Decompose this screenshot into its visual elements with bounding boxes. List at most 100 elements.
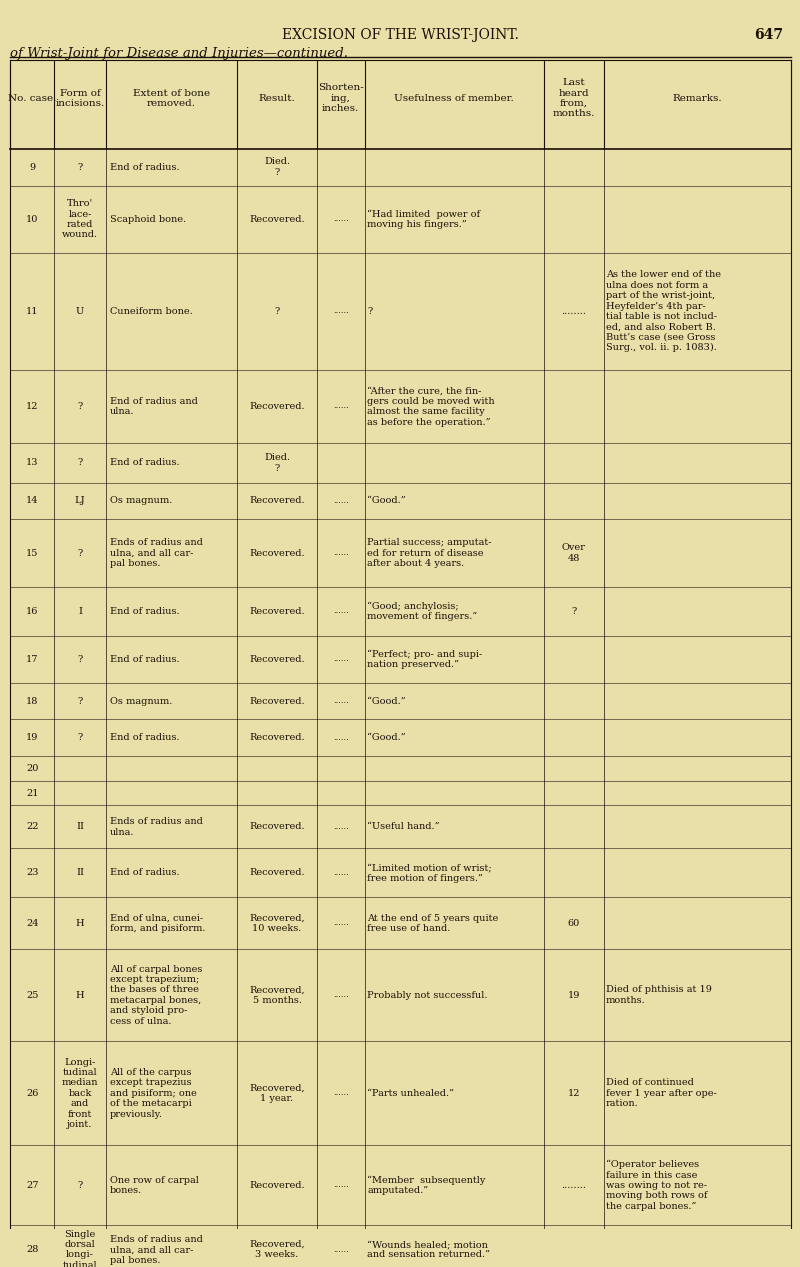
Text: ?: ? (78, 402, 82, 411)
Text: I: I (78, 607, 82, 616)
Text: ?: ? (78, 655, 82, 664)
Text: EXCISION OF THE WRIST-JOINT.: EXCISION OF THE WRIST-JOINT. (282, 28, 519, 42)
Text: ?: ? (78, 162, 82, 171)
Text: “Good.”: “Good.” (367, 497, 406, 506)
Text: ......: ...... (333, 1181, 349, 1190)
Text: ......: ...... (333, 1090, 349, 1097)
Text: “Good.”: “Good.” (367, 734, 406, 742)
Text: ......: ...... (333, 215, 349, 223)
Text: ?: ? (78, 549, 82, 557)
Text: “Perfect; pro- and supi-
nation preserved.”: “Perfect; pro- and supi- nation preserve… (367, 650, 482, 669)
Text: Last
heard
from,
months.: Last heard from, months. (553, 79, 595, 118)
Text: H: H (76, 919, 84, 927)
Text: Result.: Result. (258, 94, 295, 103)
Text: Ends of radius and
ulna.: Ends of radius and ulna. (110, 817, 202, 836)
Text: Recovered,
10 weeks.: Recovered, 10 weeks. (250, 914, 305, 933)
Text: ......: ...... (333, 607, 349, 616)
Text: Recovered,
1 year.: Recovered, 1 year. (250, 1083, 305, 1104)
Text: Extent of bone
removed.: Extent of bone removed. (133, 89, 210, 108)
Text: ........: ........ (561, 307, 586, 315)
Text: Cuneiform bone.: Cuneiform bone. (110, 307, 193, 315)
Text: ......: ...... (333, 308, 349, 315)
Text: 24: 24 (26, 919, 38, 927)
Text: “Wounds healed; motion
and sensation returned.”: “Wounds healed; motion and sensation ret… (367, 1240, 490, 1259)
Text: Ends of radius and
ulna, and all car-
pal bones.: Ends of radius and ulna, and all car- pa… (110, 538, 202, 568)
Text: All of the carpus
except trapezius
and pisiform; one
of the metacarpi
previously: All of the carpus except trapezius and p… (110, 1068, 197, 1119)
Text: Scaphoid bone.: Scaphoid bone. (110, 215, 186, 224)
Text: Partial success; amputat-
ed for return of disease
after about 4 years.: Partial success; amputat- ed for return … (367, 538, 491, 568)
Text: LJ: LJ (74, 497, 86, 506)
Text: ......: ...... (333, 869, 349, 877)
Text: “After the cure, the fin-
gers could be moved with
almost the same facility
as b: “After the cure, the fin- gers could be … (367, 386, 494, 427)
Text: ......: ...... (333, 1245, 349, 1254)
Text: 647: 647 (754, 28, 782, 42)
Text: ?: ? (78, 1181, 82, 1190)
Text: End of radius.: End of radius. (110, 607, 179, 616)
Text: Probably not successful.: Probably not successful. (367, 991, 487, 1000)
Text: One row of carpal
bones.: One row of carpal bones. (110, 1176, 198, 1195)
Text: 23: 23 (26, 868, 38, 878)
Text: Recovered.: Recovered. (250, 549, 305, 557)
Text: Recovered,
3 weeks.: Recovered, 3 weeks. (250, 1240, 305, 1259)
Text: Died of phthisis at 19
months.: Died of phthisis at 19 months. (606, 986, 712, 1005)
Text: Usefulness of member.: Usefulness of member. (394, 94, 514, 103)
Text: No. case.: No. case. (8, 94, 56, 103)
Text: ......: ...... (333, 655, 349, 664)
Text: ......: ...... (333, 497, 349, 506)
Text: “Member  subsequently
amputated.”: “Member subsequently amputated.” (367, 1176, 486, 1195)
Text: Form of
incisions.: Form of incisions. (55, 89, 105, 108)
Text: 25: 25 (26, 991, 38, 1000)
Text: 19: 19 (26, 734, 38, 742)
Text: Os magnum.: Os magnum. (110, 697, 172, 706)
Text: ?: ? (571, 607, 576, 616)
Text: Recovered.: Recovered. (250, 1181, 305, 1190)
Text: At the end of 5 years quite
free use of hand.: At the end of 5 years quite free use of … (367, 914, 498, 933)
Text: ......: ...... (333, 403, 349, 411)
Text: Remarks.: Remarks. (672, 94, 722, 103)
Text: 16: 16 (26, 607, 38, 616)
Text: 19: 19 (567, 991, 580, 1000)
Text: End of radius.: End of radius. (110, 734, 179, 742)
Text: Died.
?: Died. ? (264, 157, 290, 177)
Text: “Useful hand.”: “Useful hand.” (367, 822, 439, 831)
Text: “Good; anchylosis;
movement of fingers.”: “Good; anchylosis; movement of fingers.” (367, 602, 478, 621)
Text: Os magnum.: Os magnum. (110, 497, 172, 506)
Text: ?: ? (78, 697, 82, 706)
Text: ......: ...... (333, 549, 349, 557)
Text: Recovered.: Recovered. (250, 497, 305, 506)
Text: 22: 22 (26, 822, 38, 831)
Text: End of radius.: End of radius. (110, 655, 179, 664)
Text: 60: 60 (567, 919, 580, 927)
Text: End of radius.: End of radius. (110, 162, 179, 171)
Text: As the lower end of the
ulna does not form a
part of the wrist-joint,
Heyfelder’: As the lower end of the ulna does not fo… (606, 270, 721, 352)
Text: 12: 12 (567, 1088, 580, 1097)
Text: 15: 15 (26, 549, 38, 557)
Text: “Good.”: “Good.” (367, 697, 406, 706)
Text: End of radius.: End of radius. (110, 459, 179, 468)
Text: End of radius and
ulna.: End of radius and ulna. (110, 397, 198, 416)
Text: Recovered.: Recovered. (250, 697, 305, 706)
Text: Single
dorsal
longi-
tudinal: Single dorsal longi- tudinal (62, 1230, 98, 1267)
Text: Ends of radius and
ulna, and all car-
pal bones.: Ends of radius and ulna, and all car- pa… (110, 1235, 202, 1264)
Text: 27: 27 (26, 1181, 38, 1190)
Text: Recovered.: Recovered. (250, 607, 305, 616)
Text: “Limited motion of wrist;
free motion of fingers.”: “Limited motion of wrist; free motion of… (367, 863, 492, 883)
Text: 11: 11 (26, 307, 38, 315)
Text: Recovered.: Recovered. (250, 734, 305, 742)
Text: H: H (76, 991, 84, 1000)
Text: U: U (76, 307, 84, 315)
Text: II: II (76, 822, 84, 831)
Text: ......: ...... (333, 991, 349, 1000)
Text: Recovered.: Recovered. (250, 215, 305, 224)
Text: “Parts unhealed.”: “Parts unhealed.” (367, 1088, 454, 1097)
Text: II: II (76, 868, 84, 878)
Text: 26: 26 (26, 1088, 38, 1097)
Text: 20: 20 (26, 764, 38, 773)
Text: All of carpal bones
except trapezium;
the bases of three
metacarpal bones,
and s: All of carpal bones except trapezium; th… (110, 964, 202, 1025)
Text: ?: ? (78, 734, 82, 742)
Text: Died of continued
fever 1 year after ope-
ration.: Died of continued fever 1 year after ope… (606, 1078, 717, 1109)
Text: of Wrist-Joint for Disease and Injuries—continued.: of Wrist-Joint for Disease and Injuries—… (10, 47, 348, 60)
Text: “Had limited  power of
moving his fingers.”: “Had limited power of moving his fingers… (367, 209, 480, 229)
Text: 13: 13 (26, 459, 38, 468)
Text: Shorten-
ing,
inches.: Shorten- ing, inches. (318, 84, 364, 113)
